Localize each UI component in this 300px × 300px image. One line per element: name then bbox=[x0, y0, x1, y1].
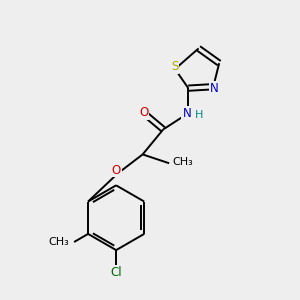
Text: O: O bbox=[139, 106, 148, 119]
Text: N: N bbox=[182, 107, 191, 120]
Text: H: H bbox=[195, 110, 204, 120]
Text: Cl: Cl bbox=[110, 266, 122, 279]
Text: CH₃: CH₃ bbox=[173, 158, 194, 167]
Text: CH₃: CH₃ bbox=[48, 237, 69, 247]
Text: O: O bbox=[112, 164, 121, 176]
Text: S: S bbox=[171, 60, 178, 73]
Text: N: N bbox=[210, 82, 219, 95]
